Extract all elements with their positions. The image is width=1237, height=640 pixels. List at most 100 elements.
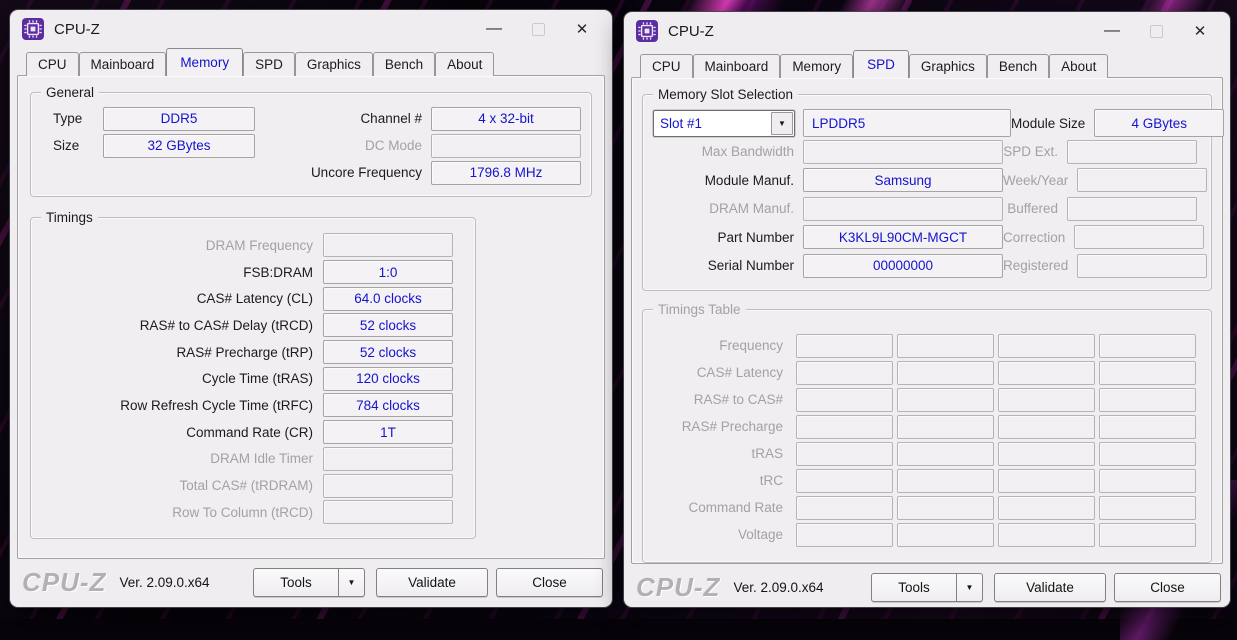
uncore-frequency-value-field: 1796.8 MHz bbox=[431, 160, 581, 185]
tab-cpu[interactable]: CPU bbox=[640, 54, 693, 78]
registered-label: Registered bbox=[1003, 258, 1069, 274]
timing-label: Row To Column (tRCD) bbox=[172, 504, 313, 520]
tab-mainboard[interactable]: Mainboard bbox=[692, 54, 781, 78]
dropdown-arrow-icon: ▼ bbox=[347, 577, 356, 587]
spd-ext-value-field bbox=[1067, 139, 1197, 164]
timings-table-cell bbox=[897, 387, 994, 412]
tab-spd[interactable]: SPD bbox=[853, 50, 909, 78]
timings-table-row-label: RAS# Precharge bbox=[681, 419, 783, 434]
tab-mainboard[interactable]: Mainboard bbox=[78, 52, 167, 76]
correction-value-field bbox=[1074, 225, 1205, 250]
slot-row: Module Manuf. Samsung Week/Year bbox=[643, 166, 1211, 195]
timings-table-cell bbox=[998, 522, 1095, 547]
close-button[interactable]: ✕ bbox=[1178, 16, 1222, 46]
maximize-button bbox=[1134, 16, 1178, 46]
validate-button[interactable]: Validate bbox=[376, 567, 488, 597]
tab-cpu[interactable]: CPU bbox=[26, 52, 79, 76]
minimize-button[interactable]: — bbox=[472, 14, 516, 44]
close-window-button[interactable]: Close bbox=[496, 567, 603, 597]
tab-about[interactable]: About bbox=[435, 52, 495, 76]
timing-value-field: 52 clocks bbox=[323, 340, 453, 365]
dropdown-arrow-icon[interactable]: ▼ bbox=[771, 111, 793, 135]
dc-mode-value-field bbox=[431, 133, 581, 158]
slot-selector-dropdown[interactable]: Slot #1 ▼ bbox=[653, 109, 795, 137]
module-manuf-label: Module Manuf. bbox=[704, 172, 794, 188]
maximize-icon bbox=[1149, 24, 1163, 38]
timing-value-field bbox=[323, 446, 453, 471]
timings-table-cell bbox=[796, 360, 893, 385]
timings-table-row: Voltage bbox=[643, 521, 1211, 548]
tab-graphics[interactable]: Graphics bbox=[294, 52, 373, 76]
timings-table-cell bbox=[796, 468, 893, 493]
module-manuf-value-field: Samsung bbox=[803, 168, 1003, 193]
timings-table-row: RAS# to CAS# bbox=[643, 386, 1211, 413]
timings-table-cell bbox=[796, 522, 893, 547]
timings-table-row: tRC bbox=[643, 467, 1211, 494]
timing-value-field bbox=[323, 500, 453, 525]
max-bandwidth-value-field bbox=[803, 139, 1003, 164]
titlebar[interactable]: CPU-Z — ✕ bbox=[10, 10, 612, 48]
timings-table-row-label: CAS# Latency bbox=[696, 365, 783, 380]
tab-spd[interactable]: SPD bbox=[243, 52, 295, 76]
timing-value-field: 52 clocks bbox=[323, 313, 453, 338]
timings-table-row-label: tRAS bbox=[751, 446, 783, 461]
validate-button[interactable]: Validate bbox=[994, 572, 1106, 602]
timings-table-cell bbox=[1099, 360, 1196, 385]
timing-row: DRAM Idle Timer bbox=[31, 446, 475, 473]
timings-table-cell bbox=[796, 495, 893, 520]
close-button[interactable]: ✕ bbox=[560, 14, 604, 44]
timing-row: RAS# Precharge (tRP) 52 clocks bbox=[31, 339, 475, 366]
timings-table-cell bbox=[796, 414, 893, 439]
spd-ext-label: SPD Ext. bbox=[1003, 144, 1058, 160]
timings-group-legend: Timings bbox=[41, 209, 98, 226]
timing-row: Row To Column (tRCD) bbox=[31, 499, 475, 526]
tools-dropdown-button[interactable]: ▼ bbox=[957, 572, 983, 602]
timings-table-cell bbox=[998, 468, 1095, 493]
tab-about[interactable]: About bbox=[1049, 54, 1109, 78]
channel-label: Channel # bbox=[360, 111, 422, 126]
timing-label: CAS# Latency (CL) bbox=[196, 291, 313, 307]
tab-memory[interactable]: Memory bbox=[166, 48, 244, 76]
part-number-value-field: K3KL9L90CM-MGCT bbox=[803, 225, 1003, 250]
timings-table-cell bbox=[1099, 333, 1196, 358]
timings-table-cell bbox=[897, 441, 994, 466]
maximize-button bbox=[516, 14, 560, 44]
uncore-frequency-label: Uncore Frequency bbox=[310, 165, 422, 180]
timings-table-cell bbox=[1099, 387, 1196, 412]
timing-value-field: 120 clocks bbox=[323, 366, 453, 391]
general-row: Size 32 GBytes DC Mode bbox=[31, 132, 591, 159]
type-value-field: DDR5 bbox=[103, 106, 255, 131]
timings-table-cell bbox=[998, 441, 1095, 466]
buffered-value-field bbox=[1067, 196, 1197, 221]
cpuz-window-memory: CPU-Z — ✕ CPU Mainboard Memory SPD Graph… bbox=[10, 10, 612, 607]
tools-button[interactable]: Tools bbox=[253, 567, 339, 597]
timings-table-row-label: Command Rate bbox=[688, 500, 783, 515]
general-group-legend: General bbox=[41, 84, 100, 101]
general-group: General Type DDR5 Channel # 4 x 32-bit S… bbox=[30, 84, 592, 197]
tab-bench[interactable]: Bench bbox=[372, 52, 436, 76]
timings-table-group: Timings Table Frequency CAS# Latency RAS… bbox=[642, 301, 1212, 563]
close-icon: ✕ bbox=[575, 21, 589, 38]
tools-button[interactable]: Tools bbox=[871, 572, 957, 602]
close-window-button[interactable]: Close bbox=[1114, 572, 1221, 602]
timings-table-cell bbox=[897, 360, 994, 385]
timings-table-row-label: tRC bbox=[759, 473, 783, 488]
slot-selector-value: Slot #1 bbox=[660, 115, 703, 131]
tools-dropdown-button[interactable]: ▼ bbox=[339, 567, 365, 597]
tab-bench[interactable]: Bench bbox=[986, 54, 1050, 78]
timing-value-field bbox=[323, 233, 453, 258]
slot-row: Part Number K3KL9L90CM-MGCT Correction bbox=[643, 223, 1211, 252]
minimize-button[interactable]: — bbox=[1090, 16, 1134, 46]
registered-value-field bbox=[1077, 253, 1208, 278]
module-size-label: Module Size bbox=[1011, 115, 1086, 131]
general-row: Uncore Frequency 1796.8 MHz bbox=[31, 159, 591, 186]
titlebar[interactable]: CPU-Z — ✕ bbox=[624, 12, 1230, 50]
tab-graphics[interactable]: Graphics bbox=[908, 54, 987, 78]
tab-memory[interactable]: Memory bbox=[780, 54, 854, 78]
slot-row: Slot #1 ▼ LPDDR5 Module Size 4 GBytes bbox=[643, 109, 1225, 138]
timings-table-row: CAS# Latency bbox=[643, 359, 1211, 386]
timings-group: Timings DRAM Frequency FSB:DRAM 1:0 CAS#… bbox=[30, 209, 476, 539]
serial-number-label: Serial Number bbox=[707, 258, 794, 274]
timings-table-cell bbox=[796, 333, 893, 358]
timing-label: DRAM Frequency bbox=[205, 237, 313, 253]
